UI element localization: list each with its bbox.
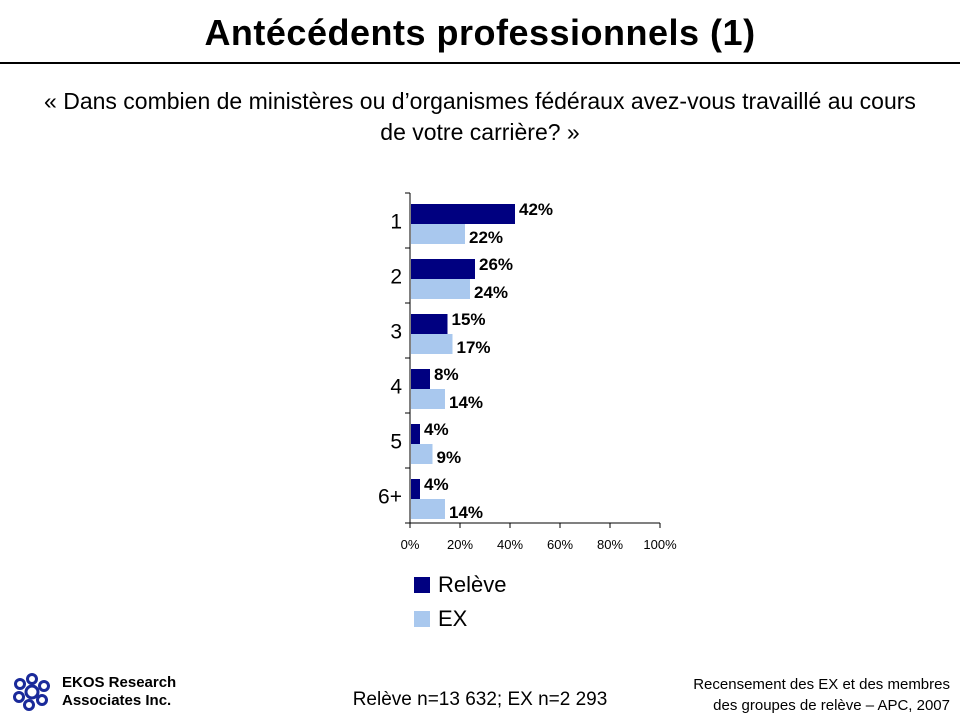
x-tick-label: 60% [547, 537, 573, 552]
survey-question: « Dans combien de ministères ou d’organi… [44, 88, 916, 145]
x-tick-label: 100% [643, 537, 677, 552]
company-name: EKOS Research Associates Inc. [62, 674, 176, 710]
bar-ex [411, 444, 433, 464]
bar-ex [411, 334, 453, 354]
legend-swatch-releve [414, 577, 430, 593]
x-tick-label: 0% [401, 537, 420, 552]
category-label: 5 [390, 431, 402, 454]
data-label-ex: 24% [474, 283, 508, 302]
legend-label-ex: EX [438, 606, 468, 631]
category-label: 6+ [378, 486, 402, 509]
source-line-2: des groupes de relève – APC, 2007 [713, 697, 950, 714]
data-label-releve: 4% [424, 420, 449, 439]
bar-releve [411, 259, 475, 279]
bar-ex [411, 389, 445, 409]
data-label-ex: 17% [457, 338, 491, 357]
source-note: Recensement des EX et des membres des gr… [590, 674, 950, 716]
data-label-releve: 8% [434, 365, 459, 384]
data-label-ex: 9% [437, 448, 462, 467]
ekos-logo-icon [13, 673, 50, 711]
data-label-ex: 14% [449, 503, 483, 522]
bar-releve [411, 369, 430, 389]
legend-item-releve: Relève [414, 568, 506, 602]
x-tick-label: 20% [447, 537, 473, 552]
category-label: 4 [390, 376, 402, 399]
data-label-releve: 4% [424, 475, 449, 494]
x-tick-label: 40% [497, 537, 523, 552]
bar-releve [411, 204, 515, 224]
category-label: 1 [390, 211, 402, 234]
bar-ex [411, 279, 470, 299]
category-label: 3 [390, 321, 402, 344]
bar-releve [411, 424, 420, 444]
bar-releve [411, 479, 420, 499]
data-label-ex: 14% [449, 393, 483, 412]
data-label-releve: 15% [452, 310, 486, 329]
x-tick-label: 80% [597, 537, 623, 552]
bar-releve [411, 314, 448, 334]
data-label-ex: 22% [469, 228, 503, 247]
title-divider [0, 62, 960, 64]
legend-label-releve: Relève [438, 572, 507, 597]
bar-ex [411, 224, 465, 244]
source-line-1: Recensement des EX et des membres [693, 676, 950, 693]
sample-size-note: Relève n=13 632; EX n=2 293 [352, 689, 608, 710]
legend-swatch-ex [414, 611, 430, 627]
chart-legend: Relève EX [414, 568, 506, 636]
company-line-2: Associates Inc. [62, 692, 172, 709]
data-label-releve: 26% [479, 255, 513, 274]
page-title: Antécédents professionnels (1) [204, 12, 756, 53]
company-line-1: EKOS Research [62, 674, 177, 691]
category-label: 2 [390, 266, 402, 289]
data-label-releve: 42% [519, 200, 553, 219]
legend-item-ex: EX [414, 602, 506, 636]
bar-ex [411, 499, 445, 519]
